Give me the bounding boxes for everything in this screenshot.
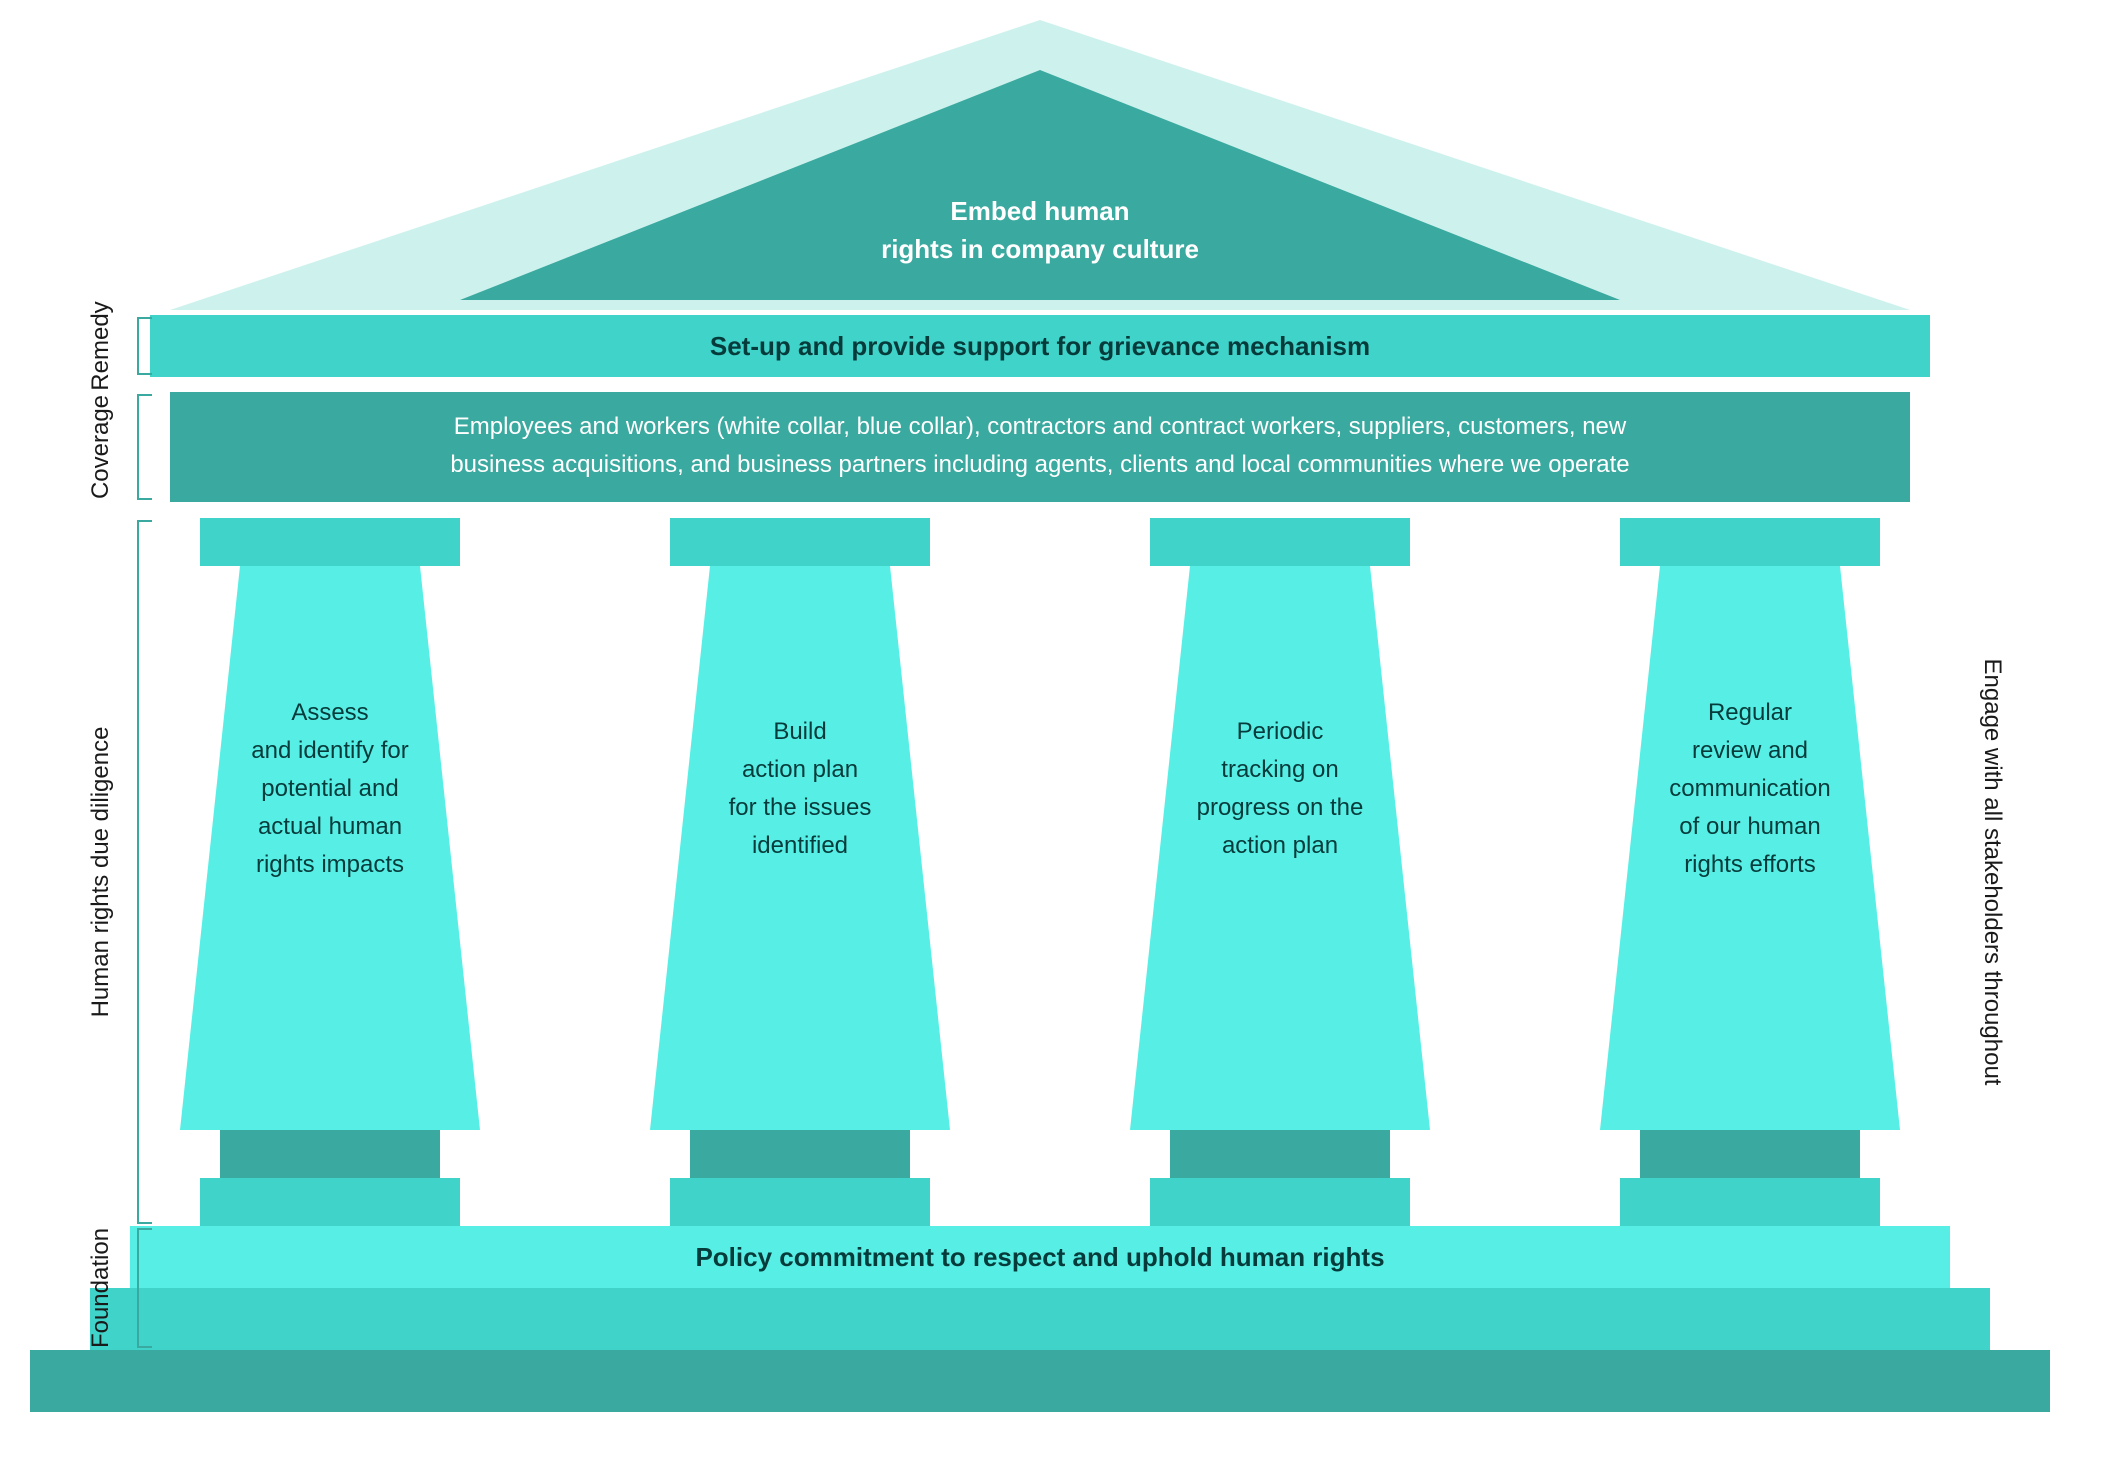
- pillar-base-dark: [1640, 1130, 1860, 1178]
- pillar-text-line: tracking on: [1221, 756, 1338, 783]
- pillar-text-line: actual human: [258, 813, 402, 840]
- pillar-capital: [1620, 518, 1880, 566]
- left-label-remedy: Remedy: [87, 301, 114, 390]
- pillar-base-dark: [1170, 1130, 1390, 1178]
- left-label-foundation: Foundation: [87, 1228, 114, 1348]
- pillar-shaft: [180, 566, 480, 1130]
- coverage-bar: [170, 392, 1910, 502]
- foundation-step-mid: [90, 1288, 1990, 1350]
- pediment-text-line2: rights in company culture: [881, 234, 1199, 264]
- foundation-text: Policy commitment to respect and uphold …: [695, 1242, 1384, 1272]
- pillars: Assess and identify for potential and actua…: [180, 518, 1900, 1226]
- section-bracket: [138, 318, 152, 374]
- section-bracket: [138, 395, 152, 499]
- left-label-diligence: Human rights due diligence: [87, 727, 114, 1018]
- human-rights-temple-diagram: Embed human rights in company culture Se…: [0, 0, 2101, 1465]
- pillar-text-line: for the issues: [729, 794, 872, 821]
- pillar-text-line: Periodic: [1237, 718, 1324, 745]
- foundation-step-bottom: [30, 1350, 2050, 1412]
- left-section-labels: Remedy Coverage Human rights due diligence…: [87, 301, 152, 1348]
- coverage-text-line1: Employees and workers (white collar, blu…: [454, 413, 1627, 440]
- pillar-text-line: identified: [752, 832, 848, 859]
- pillar-text-line: review and: [1692, 737, 1808, 764]
- pillar-base-mid: [670, 1178, 930, 1226]
- pillar-text-line: action plan: [742, 756, 858, 783]
- pillar-text-line: Regular: [1708, 699, 1792, 726]
- remedy-text: Set-up and provide support for grievance…: [710, 331, 1370, 361]
- pillar-capital: [200, 518, 460, 566]
- pillar-capital: [670, 518, 930, 566]
- pillar-base-mid: [1620, 1178, 1880, 1226]
- left-label-coverage: Coverage: [87, 395, 114, 499]
- pillar-text-line: communication: [1669, 775, 1830, 802]
- pillar-text-line: and identify for: [251, 737, 408, 764]
- pillar-text-line: Build: [773, 718, 826, 745]
- pediment-text-line1: Embed human: [950, 196, 1129, 226]
- pillar-text-line: rights impacts: [256, 851, 404, 878]
- pillar-text-line: rights efforts: [1684, 851, 1816, 878]
- pillar-base-dark: [220, 1130, 440, 1178]
- pillar-text-line: progress on the: [1197, 794, 1364, 821]
- pillar-text-line: Assess: [291, 699, 368, 726]
- pillar-shaft: [1600, 566, 1900, 1130]
- pillar-text-line: action plan: [1222, 832, 1338, 859]
- pillar-capital: [1150, 518, 1410, 566]
- section-bracket: [138, 521, 152, 1223]
- pillar-base-mid: [1150, 1178, 1410, 1226]
- pillar-base-mid: [200, 1178, 460, 1226]
- pillar-text-line: of our human: [1679, 813, 1820, 840]
- coverage-text-line2: business acquisitions, and business part…: [450, 451, 1629, 478]
- pillar-text-line: potential and: [261, 775, 398, 802]
- pillar-base-dark: [690, 1130, 910, 1178]
- right-label-engage: Engage with all stakeholders throughout: [1979, 659, 2006, 1086]
